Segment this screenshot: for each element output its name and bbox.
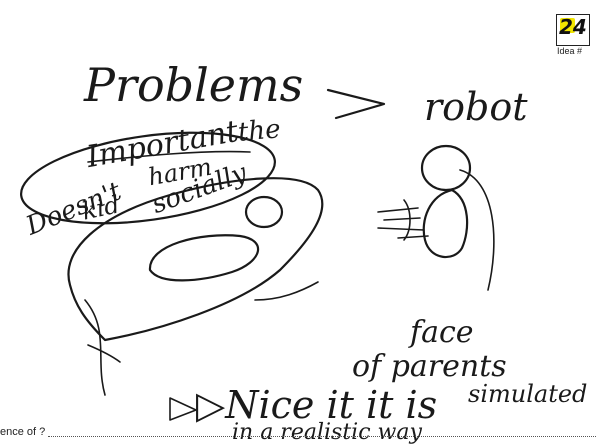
robot-arm — [383, 217, 421, 221]
robot-arm — [377, 207, 419, 213]
face-word: face — [410, 315, 474, 350]
note-bubble — [20, 131, 276, 225]
device-edge — [254, 281, 319, 301]
triangle-marker — [169, 397, 197, 421]
footer-dotted-line — [48, 436, 596, 437]
robot-word: robot — [424, 85, 528, 129]
device-outline — [67, 177, 324, 342]
robot-arm — [397, 235, 429, 239]
problems-word: Problems — [84, 58, 304, 112]
realistic-line: in a realistic way — [232, 420, 422, 445]
robot-arm — [377, 227, 425, 231]
robot-head — [420, 144, 472, 192]
badge-highlight — [560, 18, 575, 33]
robot-body — [422, 188, 469, 258]
footer-prompt: ence of ? — [0, 426, 46, 438]
of-parents-words: of parents — [352, 349, 507, 384]
arrow-shape — [326, 88, 386, 120]
bubble-word-kid: kid — [79, 190, 123, 226]
bubble-word-the: the — [236, 114, 282, 148]
strike-line — [87, 150, 251, 163]
device-screen — [148, 234, 260, 282]
idea-number: 24 — [559, 15, 587, 39]
robot-arm — [403, 199, 411, 241]
simulated-word: simulated — [468, 380, 588, 408]
robot-body-line — [459, 169, 495, 291]
device-button — [244, 195, 284, 229]
idea-number-badge: 24 — [556, 14, 590, 46]
nice-line: ▷Nice it it is — [196, 383, 438, 427]
device-edge — [84, 299, 106, 396]
idea-label: Idea # — [557, 46, 583, 56]
device-edge — [87, 344, 121, 363]
